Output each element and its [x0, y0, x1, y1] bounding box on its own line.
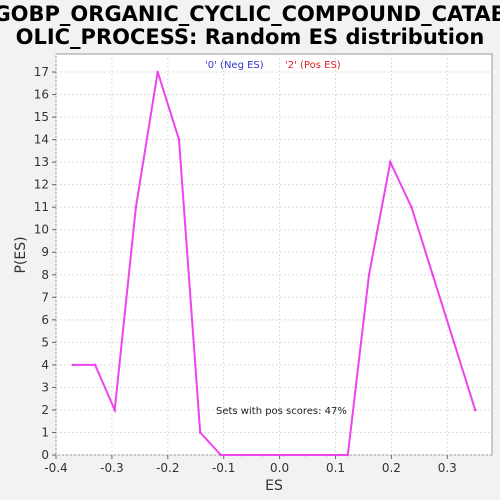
- data-point: [304, 453, 307, 457]
- data-point: [473, 408, 477, 412]
- series-layer: [71, 70, 477, 457]
- legend-entry-pos: '2' (Pos ES): [285, 60, 341, 71]
- x-tick-label: 0.3: [438, 461, 457, 475]
- y-tick-label: 13: [34, 155, 49, 169]
- x-tick-label: 0.2: [382, 461, 401, 475]
- legend: '0' (Neg ES) '2' (Pos ES): [205, 60, 341, 71]
- annotation-pos-scores: Sets with pos scores: 47%: [216, 406, 347, 417]
- y-tick-label: 17: [34, 65, 49, 79]
- y-tick-label: 4: [41, 358, 49, 372]
- grid: [55, 54, 492, 456]
- data-point: [219, 453, 223, 457]
- data-point: [367, 273, 371, 277]
- data-point: [93, 363, 97, 367]
- data-point: [177, 138, 181, 141]
- y-tick-label: 16: [34, 88, 49, 102]
- y-tick-label: 9: [41, 245, 49, 259]
- data-point: [198, 431, 202, 434]
- data-point: [240, 453, 244, 457]
- y-tick-label: 15: [34, 110, 49, 124]
- x-axis-label: ES: [265, 478, 283, 494]
- data-point: [325, 453, 329, 457]
- data-point: [346, 453, 350, 457]
- chart-title-line-2: OLIC_PROCESS: Random ES distribution: [16, 25, 485, 49]
- data-point: [71, 363, 75, 367]
- x-tick-label: -0.1: [212, 461, 235, 475]
- data-point: [113, 408, 116, 412]
- y-tick-label: 0: [41, 448, 49, 462]
- data-point: [410, 205, 413, 209]
- y-tick-label: 12: [34, 178, 49, 192]
- x-tick-label: 0.0: [270, 461, 289, 475]
- chart-title-line-1: GOBP_ORGANIC_CYCLIC_COMPOUND_CATAB: [0, 2, 500, 26]
- x-tick-label: -0.2: [156, 461, 179, 475]
- data-point: [156, 70, 160, 74]
- legend-entry-neg: '0' (Neg ES): [205, 60, 264, 71]
- plot-area: [55, 53, 493, 456]
- y-tick-label: 5: [41, 335, 49, 349]
- series-line: [72, 71, 477, 456]
- y-tick-label: 3: [41, 380, 49, 394]
- y-tick-label: 7: [41, 290, 49, 304]
- y-tick-label: 6: [41, 313, 49, 327]
- data-point: [431, 273, 435, 277]
- y-tick-label: 10: [34, 223, 49, 237]
- x-tick-label: 0.1: [326, 461, 345, 475]
- y-tick-label: 11: [34, 200, 49, 214]
- data-point: [261, 453, 265, 457]
- y-tick-label: 2: [41, 403, 49, 417]
- data-point: [282, 453, 286, 457]
- data-point: [388, 160, 392, 164]
- x-tick-label: -0.3: [100, 461, 123, 475]
- y-tick-label: 8: [41, 268, 49, 282]
- y-axis-label: P(ES): [13, 236, 29, 273]
- y-tick-label: 1: [41, 425, 49, 439]
- data-point: [452, 341, 456, 344]
- data-point: [134, 205, 138, 209]
- x-tick-label: -0.4: [44, 461, 67, 475]
- y-tick-label: 14: [34, 133, 49, 147]
